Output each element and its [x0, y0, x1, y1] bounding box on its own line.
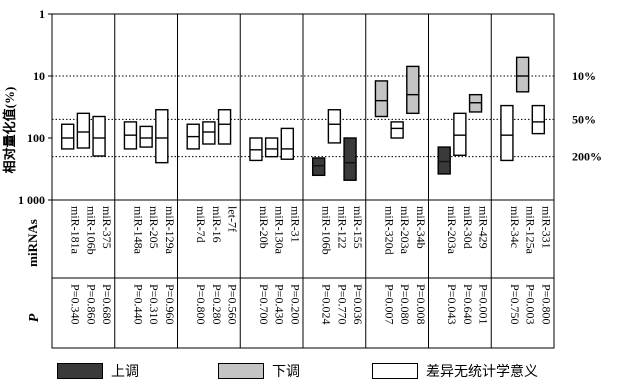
p-value-label: P=0.043: [445, 284, 459, 324]
mirna-label: miR-331: [539, 206, 553, 249]
box-mir-16: [202, 121, 216, 145]
mirna-label: miR-31: [288, 206, 302, 243]
y-axis-label: 相对量化值(%): [2, 87, 17, 174]
mirna-label: miR-30d: [461, 206, 475, 249]
box-mir-31: [280, 127, 295, 160]
p-value-label: P=0.800: [539, 284, 553, 324]
mirna-table: miR-181a P=0.340 miR-106b P=0.860 miR-375 P=0…: [51, 199, 555, 349]
p-value-label: P=0.036: [351, 284, 365, 324]
box-mir-129a: [155, 109, 169, 164]
row-label-p: P: [27, 313, 42, 322]
mirna-label: miR-20b: [257, 206, 271, 249]
box-mir-203a: [390, 121, 404, 139]
mirna-label: miR-106b: [320, 206, 334, 255]
mirna-label: miR-148a: [131, 206, 145, 255]
p-value-label: P=0.007: [382, 284, 396, 324]
mirna-label: miR-429: [477, 206, 491, 249]
p-value-label: P=0.080: [398, 284, 412, 324]
mirna-label: miR-106b: [84, 206, 98, 255]
mirna-label: miR-155: [351, 206, 365, 249]
legend-label-up: 上调: [111, 363, 139, 379]
legend-item-up: 上调: [57, 362, 139, 380]
mirna-label: miR-203a: [398, 206, 412, 255]
p-value-label: P=0.770: [335, 284, 349, 324]
y-tick-label: 100: [27, 131, 45, 145]
mirna-label: miR-205: [147, 206, 161, 249]
mirna-label: miR-320d: [382, 206, 396, 255]
box-mir-125a: [515, 56, 530, 93]
box-mir-106b: [76, 112, 91, 149]
y-tick-label: 1: [39, 7, 45, 21]
row-label-mirnas: miRNAs: [25, 219, 40, 267]
p-value-label: P=0.680: [100, 284, 114, 324]
mirna-label: miR-181a: [69, 206, 83, 255]
mirna-label: miR-122: [335, 206, 349, 249]
legend-swatch-up: [57, 363, 103, 379]
mirna-label: miR-375: [100, 206, 114, 249]
mirna-label: miR-34b: [414, 206, 428, 249]
box-mir-205: [139, 125, 153, 148]
box-mir-130a: [264, 137, 279, 158]
p-value-label: P=0.960: [163, 284, 177, 324]
p-value-label: P=0.008: [414, 284, 428, 324]
mirna-label: miR-129a: [163, 206, 177, 255]
y-axis: 1 10 100 1 000: [18, 7, 52, 207]
box-mir-30d: [453, 112, 467, 156]
box-mir-34c: [500, 104, 514, 162]
p-value-label: P=0.310: [147, 284, 161, 324]
p-value-label: P=0.200: [288, 284, 302, 324]
p-value-label: P=0.800: [194, 284, 208, 324]
p-value-label: P=0.700: [257, 284, 271, 324]
legend-item-ns: 差异无统计学意义: [372, 362, 538, 380]
y-tick-label: 1 000: [18, 193, 45, 207]
box-mir-203a: [437, 146, 451, 175]
legend-item-down: 下调: [218, 362, 300, 380]
mirna-label: miR-203a: [445, 206, 459, 255]
p-value-label: P=0.560: [226, 284, 240, 324]
box-mir-181a: [60, 123, 75, 150]
reference-line-label: 10%: [572, 69, 596, 83]
p-value-label: P=0.340: [69, 284, 83, 324]
p-value-label: P=0.280: [210, 284, 224, 324]
box-mir-320d: [374, 80, 389, 118]
p-value-label: P=0.860: [84, 284, 98, 324]
table-frame: [51, 199, 555, 349]
mirna-label: miR-16: [210, 206, 224, 243]
legend-label-down: 下调: [272, 363, 300, 379]
box-mir-375: [92, 115, 106, 157]
mirna-label: miR-125a: [524, 206, 538, 255]
box-mir-106b: [311, 157, 326, 177]
p-value-label: P=0.024: [320, 284, 334, 324]
mirna-label: miR-130a: [273, 206, 287, 255]
legend-swatch-down: [218, 363, 264, 379]
box-let-7f: [217, 109, 232, 145]
p-value-label: P=0.750: [508, 284, 522, 324]
y-tick-label: 10: [33, 69, 45, 83]
mirna-label: miR-34c: [508, 206, 522, 248]
p-value-label: P=0.001: [477, 284, 491, 324]
legend-label-ns: 差异无统计学意义: [426, 363, 538, 379]
p-value-label: P=0.003: [524, 284, 538, 324]
reference-line-label: 200%: [572, 150, 602, 164]
p-value-label: P=0.430: [273, 284, 287, 324]
box-mir-34b: [406, 65, 420, 115]
box-mir-331: [531, 104, 546, 135]
p-value-label: P=0.440: [131, 284, 145, 324]
legend: 上调 下调 差异无统计学意义: [0, 358, 617, 384]
plot-area: [51, 13, 555, 348]
reference-line-label: 50%: [572, 112, 596, 126]
p-value-label: P=0.640: [461, 284, 475, 324]
box-mir-122: [327, 109, 342, 144]
mirna-label: let-7f: [226, 206, 240, 232]
mirna-label: miR-7d: [194, 206, 208, 243]
reference-line-labels: 10% 50% 200%: [572, 69, 602, 164]
box-mir-155: [343, 137, 357, 181]
legend-swatch-ns: [372, 363, 418, 379]
